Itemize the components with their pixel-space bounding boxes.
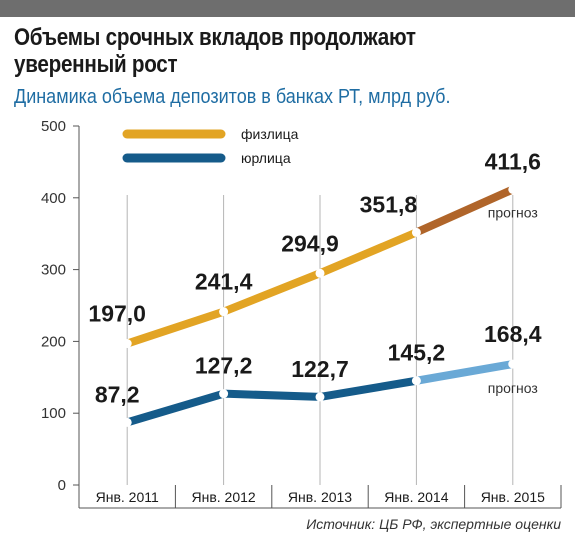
data-point-individuals (508, 184, 518, 194)
data-point-individuals (122, 339, 132, 349)
source-note: Источник: ЦБ РФ, экспертные оценки (306, 516, 561, 532)
x-tick-label: Янв. 2013 (288, 489, 352, 505)
chart-subtitle: Динамика объема депозитов в банках РТ, м… (14, 86, 451, 108)
data-label-legal: 87,2 (95, 381, 140, 407)
chart-title-line-2: уверенный рост (14, 51, 178, 78)
y-tick-label: 400 (41, 190, 66, 207)
data-label-legal: 127,2 (195, 353, 253, 379)
series-forecast-line-legal (412, 360, 517, 385)
data-label-individuals: 294,9 (281, 230, 339, 256)
data-label-legal: 168,4 (484, 321, 542, 347)
data-point-legal (411, 376, 421, 386)
data-point-individuals (219, 307, 229, 317)
data-point-legal (219, 389, 229, 399)
chart-title-line-1: Объемы срочных вкладов продолжают (14, 24, 416, 51)
y-tick-label: 0 (58, 477, 66, 494)
data-label-individuals: 351,8 (360, 191, 418, 217)
data-label-individuals: 411,6 (485, 148, 541, 174)
y-tick-label: 500 (41, 118, 66, 135)
y-tick-label: 100 (41, 405, 66, 422)
data-point-individuals (315, 268, 325, 278)
series-line-legal (123, 376, 421, 427)
data-label-individuals: 241,4 (195, 269, 253, 295)
series-line-individuals (123, 228, 421, 348)
top-bar (0, 0, 575, 17)
x-tick-label: Янв. 2015 (481, 489, 545, 505)
data-point-individuals (411, 227, 421, 237)
chart-title: Объемы срочных вкладов продолжают уверен… (14, 24, 487, 78)
data-point-legal (122, 417, 132, 427)
x-tick-label: Янв. 2014 (384, 489, 448, 505)
forecast-label-legal: прогноз (488, 380, 538, 396)
forecast-label-individuals: прогноз (488, 204, 538, 220)
data-point-legal (315, 392, 325, 402)
data-label-individuals: 197,0 (88, 301, 146, 327)
y-tick-label: 300 (41, 262, 66, 279)
series-forecast-line-individuals (412, 185, 517, 237)
data-label-legal: 145,2 (388, 340, 446, 366)
x-tick-label: Янв. 2012 (191, 489, 255, 505)
data-label-legal: 122,7 (291, 356, 349, 382)
x-tick-label: Янв. 2011 (96, 489, 159, 505)
y-tick-label: 200 (41, 333, 66, 350)
data-point-legal (508, 359, 518, 369)
legend-label-individuals: физлица (241, 126, 299, 142)
legend-label-legal: юрлица (241, 150, 291, 166)
